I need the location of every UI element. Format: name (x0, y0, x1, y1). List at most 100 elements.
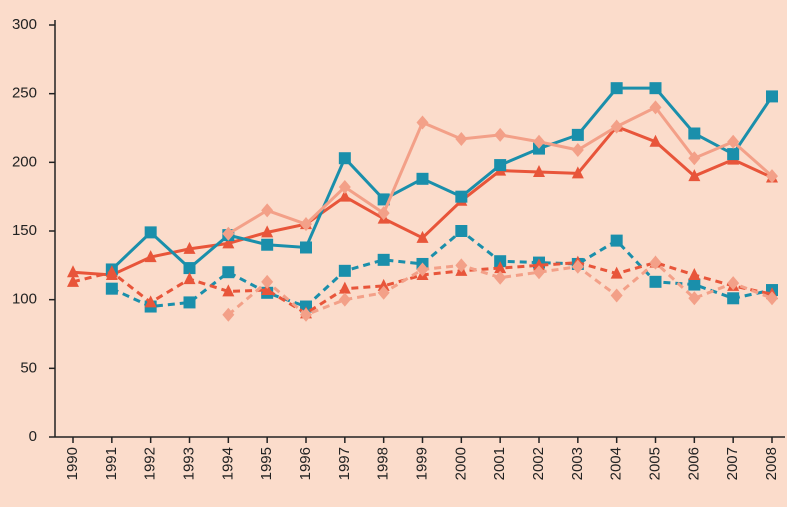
marker (144, 226, 157, 239)
series-line (110, 86, 774, 271)
marker (67, 274, 79, 287)
marker (533, 164, 545, 177)
y-tick-label: 50 (20, 359, 37, 376)
marker (261, 274, 274, 289)
x-tick-label: 2006 (685, 447, 702, 480)
x-tick-label: 2008 (763, 447, 780, 480)
marker (338, 180, 351, 195)
marker (688, 151, 701, 166)
marker (455, 258, 468, 273)
marker (610, 288, 623, 303)
x-tick-label: 1990 (64, 447, 81, 480)
marker (338, 264, 351, 277)
marker (649, 255, 662, 270)
marker (727, 292, 740, 305)
x-tick-label: 1991 (103, 447, 120, 480)
marker (105, 265, 118, 278)
x-tick-label: 2003 (569, 447, 586, 480)
x-tick-label: 1998 (375, 447, 392, 480)
marker (105, 282, 118, 295)
marker (144, 250, 157, 263)
series-line (227, 260, 773, 317)
marker (377, 206, 390, 221)
marker (222, 266, 235, 279)
marker (533, 134, 545, 149)
marker (571, 166, 584, 179)
x-tick-label: 2000 (452, 447, 469, 480)
marker (455, 190, 468, 203)
marker (338, 292, 351, 307)
marker (571, 142, 584, 157)
x-tick-label: 1992 (142, 447, 159, 480)
marker (300, 307, 312, 322)
marker (649, 82, 662, 95)
marker (766, 291, 778, 306)
marker (455, 131, 468, 146)
marker (183, 241, 196, 254)
marker (416, 230, 429, 243)
marker (222, 226, 235, 241)
y-tick-label: 0 (29, 428, 37, 445)
marker (377, 278, 390, 291)
marker (222, 236, 235, 249)
marker (649, 275, 662, 288)
marker (67, 265, 79, 278)
marker (649, 134, 662, 147)
x-tick-label: 1999 (413, 447, 430, 480)
marker (610, 119, 623, 134)
marker (766, 169, 778, 184)
x-tick-label: 1993 (180, 447, 197, 480)
marker (494, 159, 507, 172)
marker (494, 270, 507, 285)
marker (377, 253, 390, 266)
x-tick-label: 2004 (608, 447, 625, 480)
marker (300, 217, 312, 232)
marker (610, 82, 623, 95)
marker (416, 172, 429, 185)
marker (300, 241, 312, 254)
marker (455, 225, 468, 237)
marker (533, 265, 545, 280)
marker (183, 272, 196, 285)
marker (494, 261, 507, 274)
marker (183, 296, 196, 309)
series-line (111, 229, 773, 309)
marker (610, 234, 623, 247)
y-tick-label: 200 (12, 153, 37, 170)
marker (571, 128, 584, 141)
marker (261, 283, 274, 296)
x-tick-label: 2002 (530, 447, 547, 480)
x-tick-label: 2007 (724, 447, 741, 480)
marker (766, 90, 778, 103)
x-tick-label: 2001 (491, 447, 508, 480)
marker (377, 285, 390, 300)
marker (688, 278, 701, 291)
marker (688, 127, 701, 140)
marker (688, 267, 701, 280)
marker (494, 127, 507, 142)
marker (533, 258, 545, 271)
marker (261, 238, 274, 251)
marker (727, 148, 740, 161)
x-tick-label: 2005 (646, 447, 663, 480)
x-tick-label: 1997 (336, 447, 353, 480)
marker (261, 203, 274, 218)
x-tick-label: 1994 (219, 447, 236, 480)
marker (222, 307, 235, 322)
x-tick-label: 1995 (258, 447, 275, 480)
marker (261, 225, 274, 238)
x-tick-label: 1996 (297, 447, 314, 480)
marker (338, 152, 351, 165)
marker (222, 284, 235, 297)
marker (338, 281, 351, 294)
y-tick-label: 300 (12, 16, 37, 33)
marker (571, 259, 584, 274)
marker (688, 291, 701, 306)
y-tick-label: 250 (12, 85, 37, 102)
marker (610, 266, 623, 279)
marker (727, 276, 740, 291)
marker (144, 295, 157, 308)
